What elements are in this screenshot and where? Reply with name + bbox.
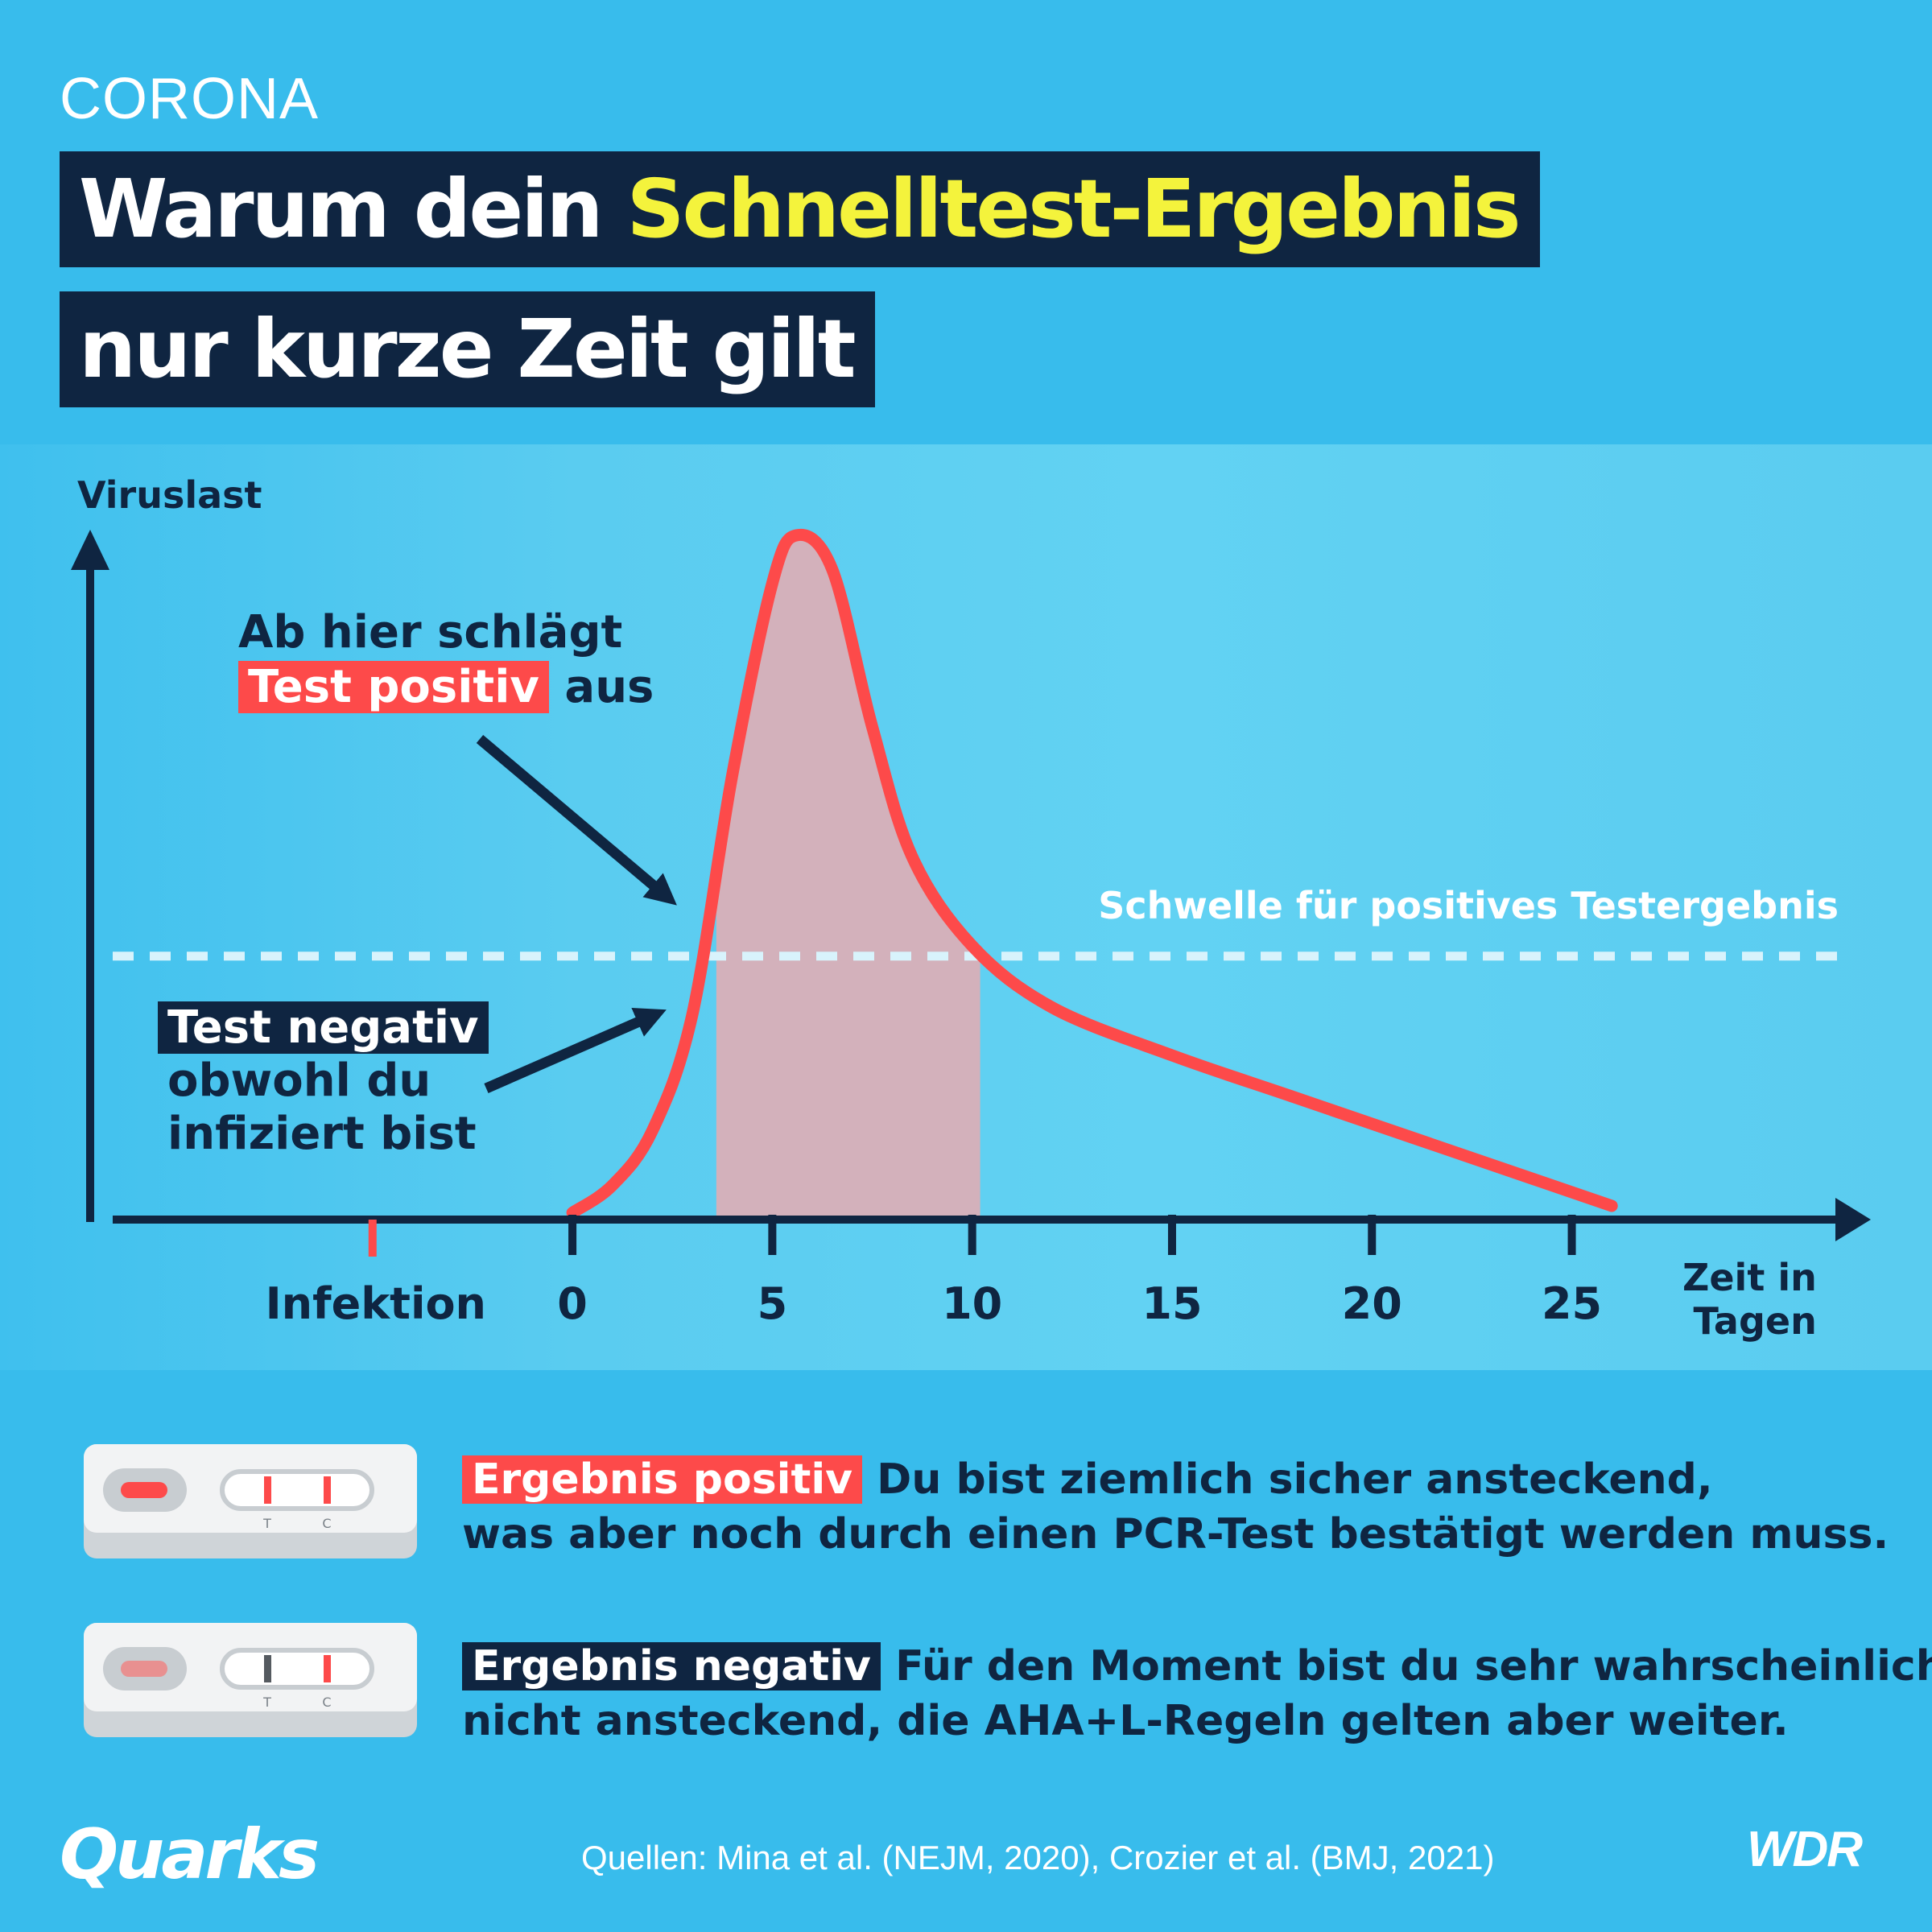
t-line-negative	[264, 1655, 271, 1682]
result-negative-line2: nicht ansteckend, die AHA+L-Regeln gelte…	[462, 1697, 1789, 1745]
x-axis-label: Zeit in Tagen	[1682, 1256, 1817, 1343]
viral-load-chart: 0 5 10 15 20 25 Infektion	[71, 528, 1871, 1329]
test-device-positive: T C	[84, 1444, 417, 1558]
x-tick-label-10: 10	[942, 1278, 1002, 1329]
annotation-positive: Ab hier schlägt Test positiv aus	[238, 605, 654, 715]
x-tick-label-15: 15	[1141, 1278, 1202, 1329]
y-axis-label: Viruslast	[77, 473, 262, 517]
sample-well-negative	[121, 1661, 167, 1677]
annotation-positive-line2: Test positiv aus	[238, 660, 654, 715]
result-positive-tag: Ergebnis positiv	[462, 1455, 863, 1504]
y-axis-arrowhead	[71, 530, 109, 570]
viral-load-curve	[566, 528, 1618, 1219]
sample-well-positive	[121, 1482, 167, 1498]
x-tick-label-5: 5	[758, 1278, 788, 1329]
svg-text:C: C	[322, 1516, 331, 1531]
annotation-positive-arrow	[476, 735, 677, 906]
x-tick-label-0: 0	[557, 1278, 588, 1329]
result-negative-line1: Für den Moment bist du sehr wahrscheinli…	[880, 1642, 1932, 1690]
infection-label: Infektion	[266, 1278, 486, 1329]
annotation-positive-rest: aus	[548, 661, 654, 713]
title-line-2: nur kurze Zeit gilt	[60, 291, 875, 407]
annotation-negative-line3: infiziert bist	[167, 1108, 477, 1160]
t-line-positive	[264, 1476, 271, 1504]
annotation-positive-line1: Ab hier schlägt	[238, 606, 623, 658]
annotation-negative-line2: obwohl du	[167, 1055, 431, 1107]
x-tick-label-20: 20	[1342, 1278, 1402, 1329]
c-line-positive	[324, 1476, 331, 1504]
x-axis-arrowhead	[1835, 1198, 1871, 1241]
positive-window-area	[716, 535, 980, 1220]
result-positive: Ergebnis positiv Du bist ziemlich sicher…	[462, 1452, 1889, 1562]
result-negative: Ergebnis negativ Für den Moment bist du …	[462, 1639, 1932, 1748]
svg-text:T: T	[262, 1695, 271, 1710]
result-positive-line1: Du bist ziemlich sicher ansteckend,	[862, 1455, 1713, 1504]
c-line-negative	[324, 1655, 331, 1682]
svg-text:C: C	[322, 1695, 331, 1710]
result-positive-line2: was aber noch durch einen PCR-Test bestä…	[462, 1510, 1889, 1558]
annotation-negative: Test negativ obwohl du infiziert bist	[158, 1001, 489, 1161]
title-part-1: Warum dein	[79, 162, 627, 256]
svg-text:T: T	[262, 1516, 271, 1531]
annotation-negative-arrow	[484, 1007, 667, 1093]
title-line-1: Warum dein Schnelltest-Ergebnis	[60, 151, 1540, 267]
annotation-positive-tag: Test positiv	[238, 661, 549, 713]
result-negative-tag: Ergebnis negativ	[462, 1642, 881, 1690]
title-highlight: Schnelltest-Ergebnis	[626, 162, 1521, 256]
annotation-negative-tag: Test negativ	[158, 1001, 489, 1054]
wdr-logo: WDR	[1747, 1822, 1863, 1877]
threshold-label: Schwelle für positives Testergebnis	[1098, 884, 1839, 927]
test-device-negative: T C	[84, 1623, 417, 1737]
sources-text: Quellen: Mina et al. (NEJM, 2020), Crozi…	[581, 1839, 1495, 1876]
quarks-logo: Quarks	[60, 1814, 320, 1895]
x-tick-label-25: 25	[1542, 1278, 1602, 1329]
kicker: CORONA	[60, 67, 320, 131]
